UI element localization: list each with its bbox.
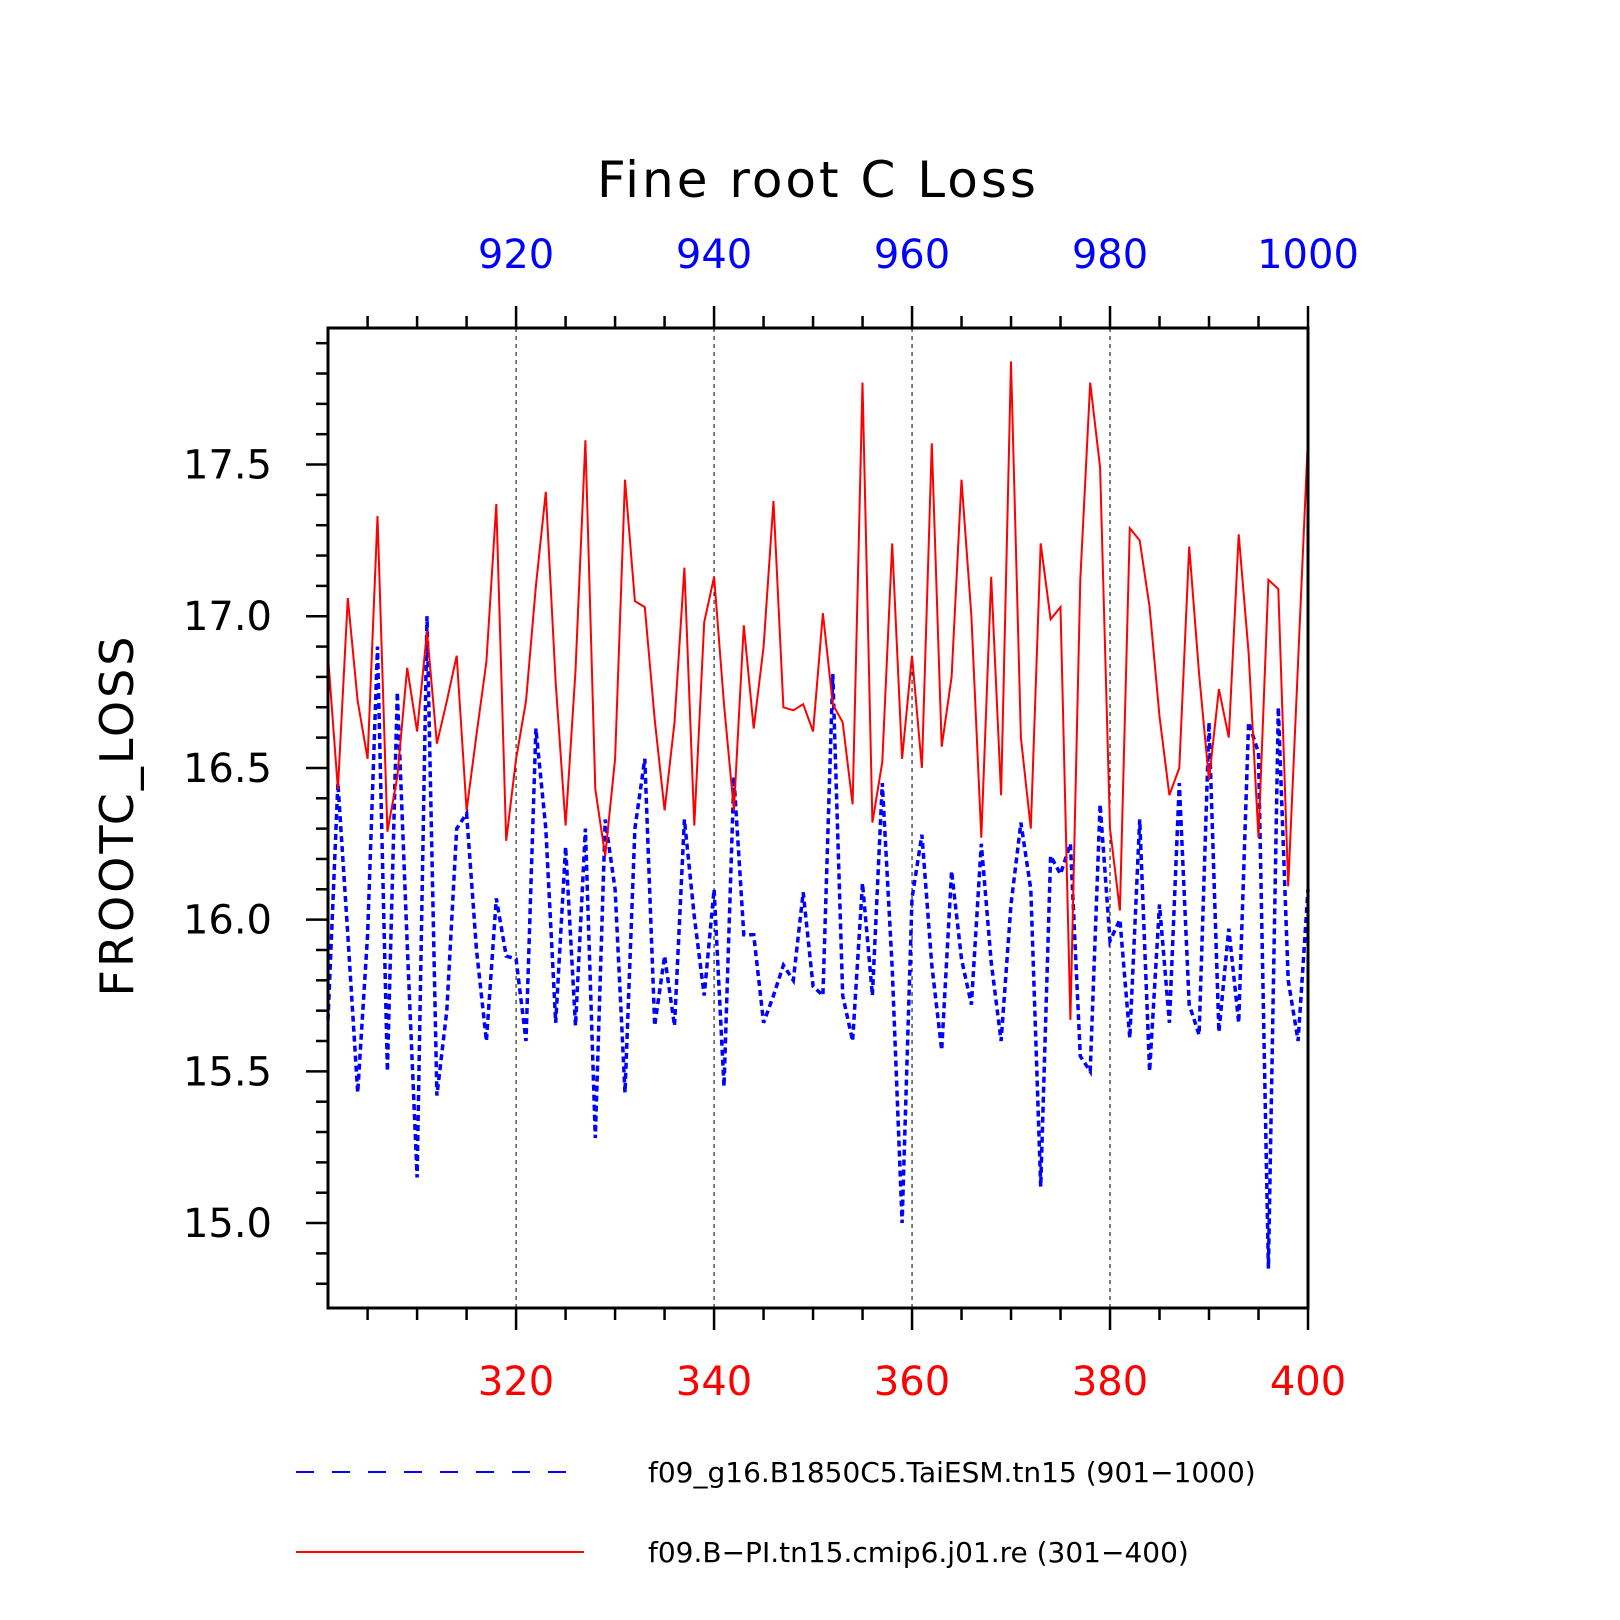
y-tick-label: 17.5 xyxy=(183,443,272,489)
legend-label-blue: f09_g16.B1850C5.TaiESM.tn15 (901−1000) xyxy=(648,1456,1256,1489)
y-tick-label: 16.5 xyxy=(183,746,272,792)
bottom-x-tick-labels: 320 340 360 380 400 xyxy=(478,1359,1346,1405)
y-tick-labels: 15.0 15.5 16.0 16.5 17.0 17.5 xyxy=(183,443,272,1248)
x-tick-label-top: 940 xyxy=(676,232,752,278)
x-tick-label-bottom: 360 xyxy=(874,1359,950,1405)
y-tick-label: 17.0 xyxy=(183,594,272,640)
x-tick-label-top: 980 xyxy=(1072,232,1148,278)
y-tick-label: 15.5 xyxy=(183,1049,272,1095)
y-tick-label: 15.0 xyxy=(183,1201,272,1247)
x-tick-label-bottom: 380 xyxy=(1072,1359,1148,1405)
series-layer xyxy=(326,361,1310,1269)
chart-title: Fine root C Loss xyxy=(597,151,1039,209)
x-tick-label-bottom: 400 xyxy=(1270,1359,1346,1405)
x-tick-label-bottom: 320 xyxy=(478,1359,554,1405)
top-x-tick-labels: 920 940 960 980 1000 xyxy=(478,232,1359,278)
legend: f09_g16.B1850C5.TaiESM.tn15 (901−1000) f… xyxy=(296,1456,1256,1569)
y-tick-label: 16.0 xyxy=(183,898,272,944)
series-line-red xyxy=(327,361,1309,1020)
gridlines xyxy=(515,328,1111,1308)
x-tick-label-top: 960 xyxy=(874,232,950,278)
legend-label-red: f09.B−PI.tn15.cmip6.j01.re (301−400) xyxy=(648,1536,1189,1569)
x-tick-label-top: 1000 xyxy=(1257,232,1359,278)
x-tick-label-top: 920 xyxy=(478,232,554,278)
axis-ticks xyxy=(306,306,1310,1330)
series-line-blue xyxy=(326,616,1310,1269)
y-axis-label: FROOTC_LOSS xyxy=(90,634,144,997)
plot-frame xyxy=(326,326,1310,1310)
x-tick-label-bottom: 340 xyxy=(676,1359,752,1405)
